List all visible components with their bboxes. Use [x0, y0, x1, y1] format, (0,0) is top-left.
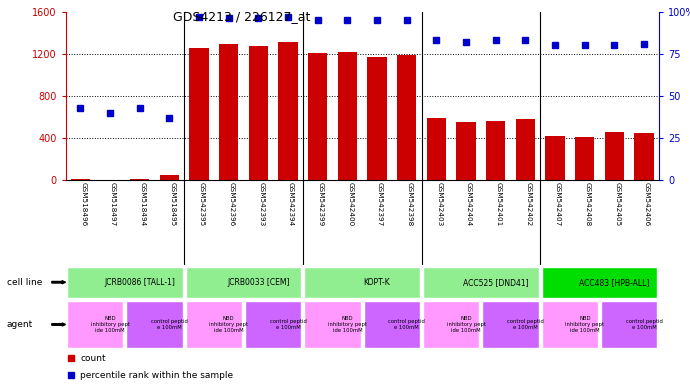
Text: NBD
inhibitory pept
ide 100mM: NBD inhibitory pept ide 100mM [209, 316, 248, 333]
Bar [279, 42, 297, 180]
Text: JCRB0033 [CEM]: JCRB0033 [CEM] [227, 278, 290, 287]
Bar [397, 55, 416, 180]
Text: control peptid
e 100mM: control peptid e 100mM [270, 319, 306, 330]
Text: control peptid
e 100mM: control peptid e 100mM [626, 319, 662, 330]
Text: GSM542407: GSM542407 [555, 182, 561, 227]
Bar [219, 44, 238, 180]
Bar [427, 118, 446, 180]
Bar [546, 136, 564, 180]
Bar [423, 301, 480, 348]
Bar [186, 301, 242, 348]
Text: GSM542406: GSM542406 [644, 182, 650, 227]
Text: GSM542394: GSM542394 [288, 182, 294, 227]
Text: GSM518497: GSM518497 [110, 182, 116, 227]
Text: GSM542408: GSM542408 [585, 182, 591, 227]
Text: GSM542395: GSM542395 [199, 182, 205, 227]
Text: NBD
inhibitory pept
ide 100mM: NBD inhibitory pept ide 100mM [328, 316, 367, 333]
Text: GSM542405: GSM542405 [615, 182, 620, 227]
Text: count: count [80, 354, 106, 362]
Text: GSM542403: GSM542403 [437, 182, 442, 227]
Text: GSM518496: GSM518496 [80, 182, 86, 227]
Text: GSM542399: GSM542399 [317, 182, 324, 227]
Text: control peptid
e 100mM: control peptid e 100mM [507, 319, 544, 330]
Text: NBD
inhibitory pept
ide 100mM: NBD inhibitory pept ide 100mM [90, 316, 130, 333]
Bar [605, 132, 624, 180]
Bar [186, 267, 302, 298]
Text: NBD
inhibitory pept
ide 100mM: NBD inhibitory pept ide 100mM [446, 316, 486, 333]
Bar [245, 301, 302, 348]
Text: control peptid
e 100mM: control peptid e 100mM [388, 319, 425, 330]
Text: GSM542401: GSM542401 [495, 182, 502, 227]
Bar [601, 301, 658, 348]
Bar [364, 301, 420, 348]
Text: GSM518494: GSM518494 [139, 182, 146, 227]
Text: GSM518495: GSM518495 [169, 182, 175, 227]
Bar [457, 122, 475, 180]
Bar [190, 48, 208, 180]
Text: GDS4213 / 226127_at: GDS4213 / 226127_at [172, 10, 310, 23]
Bar [635, 133, 653, 180]
Bar [423, 267, 539, 298]
Bar [130, 179, 149, 180]
Text: JCRB0086 [TALL-1]: JCRB0086 [TALL-1] [104, 278, 175, 287]
Text: percentile rank within the sample: percentile rank within the sample [80, 371, 233, 380]
Text: KOPT-K: KOPT-K [364, 278, 391, 287]
Bar [67, 267, 183, 298]
Bar [126, 301, 183, 348]
Bar [249, 46, 268, 180]
Text: GSM542398: GSM542398 [407, 182, 413, 227]
Text: NBD
inhibitory pept
ide 100mM: NBD inhibitory pept ide 100mM [565, 316, 604, 333]
Bar [338, 51, 357, 180]
Bar [486, 121, 505, 180]
Bar [308, 53, 327, 180]
Bar [160, 175, 179, 180]
Text: GSM542393: GSM542393 [258, 182, 264, 227]
Text: GSM542396: GSM542396 [229, 182, 235, 227]
Bar [304, 301, 361, 348]
Text: ACC483 [HPB-ALL]: ACC483 [HPB-ALL] [580, 278, 649, 287]
Text: GSM542397: GSM542397 [377, 182, 383, 227]
Bar [542, 301, 598, 348]
Text: GSM542400: GSM542400 [348, 182, 353, 227]
Bar [304, 267, 420, 298]
Bar [575, 137, 594, 180]
Bar [516, 119, 535, 180]
Text: GSM542402: GSM542402 [526, 182, 531, 227]
Bar [368, 58, 386, 180]
Text: ACC525 [DND41]: ACC525 [DND41] [463, 278, 529, 287]
Text: control peptid
e 100mM: control peptid e 100mM [151, 319, 188, 330]
Bar [542, 267, 658, 298]
Text: cell line: cell line [7, 278, 42, 287]
Bar [71, 179, 90, 180]
Text: GSM542404: GSM542404 [466, 182, 472, 227]
Text: agent: agent [7, 320, 33, 329]
Bar [482, 301, 539, 348]
Bar [67, 301, 124, 348]
